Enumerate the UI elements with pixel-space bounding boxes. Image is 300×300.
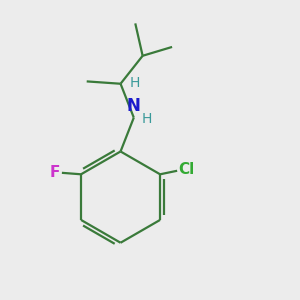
Text: F: F	[49, 165, 60, 180]
Text: N: N	[127, 97, 141, 115]
Text: Cl: Cl	[178, 162, 194, 177]
Text: H: H	[130, 76, 140, 90]
Text: H: H	[142, 112, 152, 126]
